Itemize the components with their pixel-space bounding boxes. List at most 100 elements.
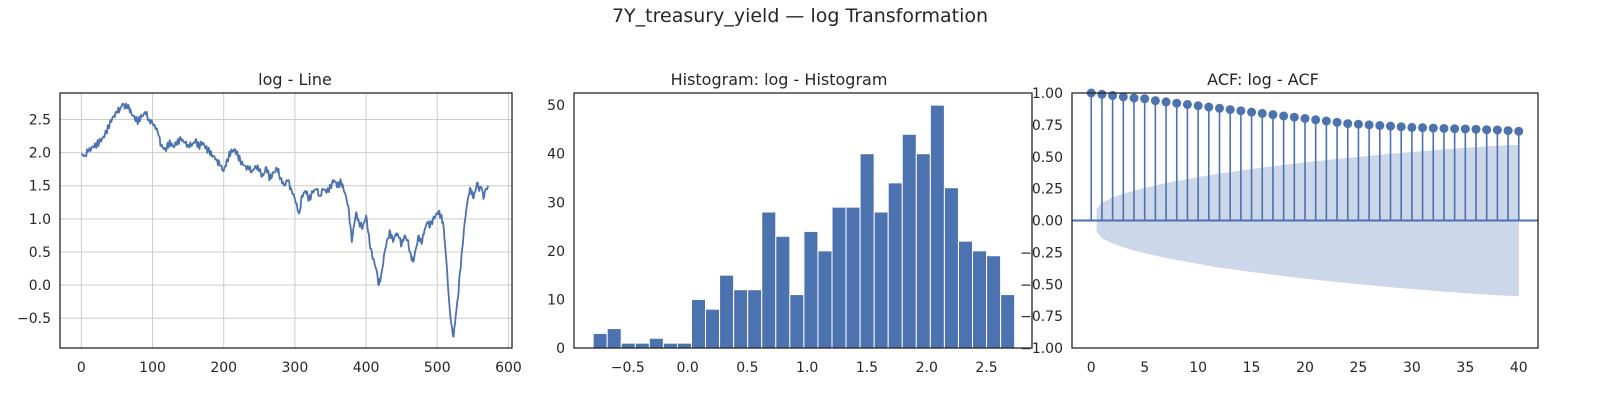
histogram-y-tick-label-5: 50 — [547, 98, 565, 114]
histogram-bar-17 — [831, 206, 847, 349]
line-chart-x-tick-label-1: 100 — [139, 360, 166, 376]
histogram-x-tick-label-0: −0.5 — [611, 360, 645, 376]
histogram-y-tick-label-2: 20 — [547, 244, 565, 260]
line-chart-y-tick-label-3: 1.0 — [29, 212, 51, 228]
acf-x-tick-label-8: 40 — [1510, 360, 1528, 376]
histogram-bar-10 — [733, 289, 749, 349]
acf-y-tick-label-7: 0.75 — [1032, 118, 1063, 134]
histogram-title: Histogram: log - Histogram — [671, 70, 888, 89]
histogram-y-tick-label-3: 30 — [547, 195, 565, 211]
histogram-bar-20 — [873, 211, 889, 349]
histogram-y-tick-label-0: 0 — [556, 341, 565, 357]
line-chart-x-tick-label-2: 200 — [210, 360, 237, 376]
histogram-bar-14 — [789, 294, 805, 349]
histogram-panel: Histogram: log - Histogram −0.5 0.0 0.5 1.0… — [547, 70, 1033, 376]
figure-title: 7Y_treasury_yield — log Transformation — [612, 5, 988, 27]
histogram-x-tick-label-3: 1.0 — [796, 360, 818, 376]
histogram-bar-12 — [761, 211, 777, 349]
acf-marker-32 — [1428, 123, 1438, 133]
acf-marker-19 — [1289, 112, 1299, 122]
histogram-x-tick-label-2: 0.5 — [736, 360, 758, 376]
acf-marker-3 — [1118, 92, 1128, 102]
histogram-bar-29 — [1000, 294, 1016, 349]
histogram-bar-7 — [690, 298, 707, 349]
acf-marker-38 — [1492, 125, 1502, 135]
acf-marker-14 — [1236, 106, 1246, 116]
histogram-x-tick-label-4: 1.5 — [856, 360, 878, 376]
line-chart-x-tick-label-3: 300 — [282, 360, 309, 376]
acf-marker-29 — [1396, 122, 1406, 132]
histogram-frame — [573, 92, 1033, 349]
acf-marker-22 — [1321, 116, 1331, 126]
histogram-bar-27 — [972, 250, 988, 349]
acf-marker-27 — [1375, 121, 1385, 131]
histogram-bar-26 — [957, 240, 974, 349]
histogram-bar-24 — [929, 104, 945, 349]
histogram-bar-22 — [901, 133, 917, 349]
histogram-bar-21 — [887, 182, 903, 349]
acf-y-tick-label-6: 0.50 — [1032, 150, 1063, 166]
histogram-y-tick-label-1: 10 — [547, 292, 565, 308]
acf-marker-24 — [1343, 119, 1353, 129]
acf-marker-25 — [1353, 119, 1363, 129]
acf-marker-39 — [1503, 126, 1513, 136]
acf-x-tick-label-7: 35 — [1456, 360, 1474, 376]
line-chart-frame — [59, 92, 513, 349]
histogram-x-tick-label-1: 0.0 — [676, 360, 698, 376]
acf-x-tick-label-1: 5 — [1140, 360, 1149, 376]
acf-marker-28 — [1386, 121, 1396, 131]
acf-marker-8 — [1172, 98, 1182, 108]
acf-y-tick-label-0: −1.00 — [1020, 341, 1063, 357]
acf-marker-11 — [1204, 102, 1214, 112]
acf-marker-15 — [1247, 107, 1257, 117]
acf-y-tick-label-4: 0.00 — [1032, 214, 1063, 230]
line-chart-y-tick-label-4: 1.5 — [29, 179, 51, 195]
acf-marker-5 — [1140, 94, 1150, 104]
histogram-bar-28 — [986, 255, 1002, 349]
line-chart-y-tick-label-1: 0.0 — [29, 278, 51, 294]
acf-marker-31 — [1418, 123, 1428, 133]
histogram-bar-25 — [943, 187, 959, 349]
histogram-bar-19 — [859, 153, 875, 349]
histogram-bar-18 — [845, 206, 861, 349]
acf-x-tick-label-4: 20 — [1296, 360, 1314, 376]
histogram-bar-9 — [719, 274, 735, 349]
acf-panel: ACF: log - ACF 0 5 10 15 20 25 30 35 40 −1.00 −0.7… — [1020, 70, 1539, 376]
histogram-bar-0 — [592, 332, 608, 349]
acf-marker-36 — [1471, 124, 1481, 134]
acf-marker-4 — [1129, 93, 1139, 103]
histogram-bar-8 — [705, 308, 721, 349]
histogram-bar-4 — [648, 337, 664, 349]
line-series — [80, 102, 490, 338]
line-chart-x-tick-label-4: 400 — [353, 360, 380, 376]
histogram-x-tick-label-5: 2.0 — [916, 360, 938, 376]
acf-marker-35 — [1460, 124, 1470, 134]
acf-marker-34 — [1450, 124, 1460, 134]
histogram-bar-3 — [634, 342, 650, 349]
acf-y-tick-label-1: −0.75 — [1020, 309, 1063, 325]
acf-marker-9 — [1182, 99, 1192, 109]
histogram-bar-1 — [606, 328, 622, 349]
acf-y-tick-label-2: −0.50 — [1020, 277, 1063, 293]
acf-x-tick-label-3: 15 — [1243, 360, 1261, 376]
acf-marker-10 — [1193, 101, 1203, 111]
line-chart-y-tick-label-6: 2.5 — [29, 112, 51, 128]
histogram-y-tick-label-4: 40 — [547, 147, 565, 163]
acf-marker-12 — [1214, 103, 1224, 113]
acf-y-tick-label-5: 0.25 — [1032, 182, 1063, 198]
histogram-bar-16 — [817, 250, 833, 349]
acf-marker-20 — [1300, 114, 1310, 123]
acf-marker-13 — [1225, 105, 1235, 115]
histogram-bar-23 — [915, 153, 931, 349]
acf-marker-6 — [1150, 96, 1160, 106]
acf-x-tick-label-5: 25 — [1350, 360, 1368, 376]
acf-frame — [1071, 92, 1539, 349]
acf-marker-1 — [1097, 89, 1107, 99]
acf-marker-23 — [1332, 117, 1342, 127]
acf-marker-21 — [1311, 115, 1321, 125]
histogram-bar-5 — [662, 342, 678, 349]
acf-title: ACF: log - ACF — [1207, 70, 1319, 89]
line-chart-panel: log - Line 0 100 200 300 400 500 600 −0.5 0.0 0.5… — [17, 70, 522, 376]
line-chart-x-tick-label-0: 0 — [77, 360, 86, 376]
